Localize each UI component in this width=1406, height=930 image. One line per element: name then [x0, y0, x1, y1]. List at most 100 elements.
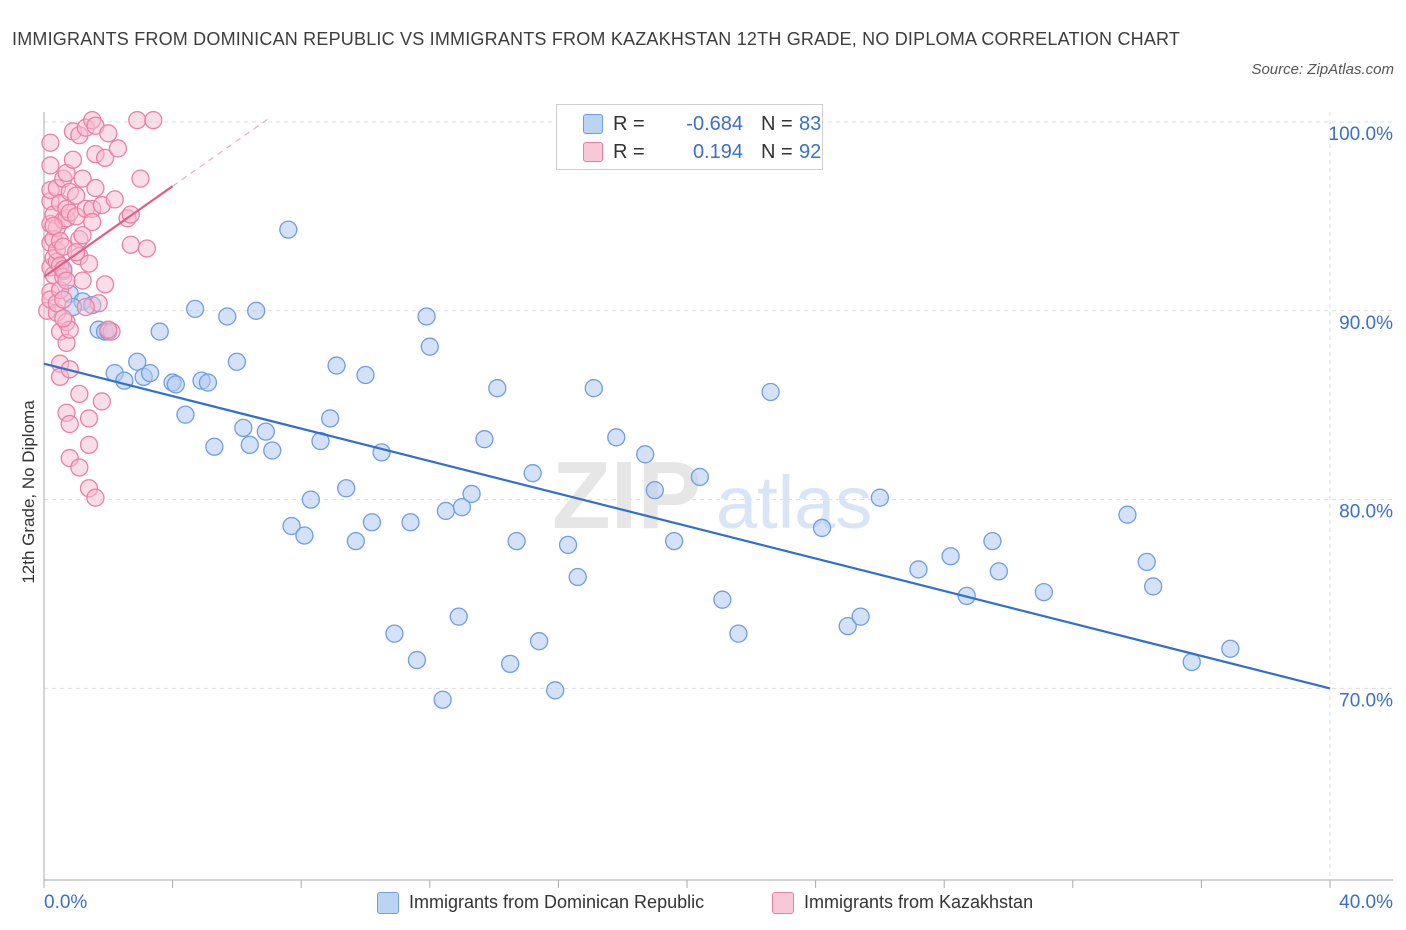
watermark-atlas: atlas	[716, 461, 872, 544]
data-point-dominican-republic	[320, 409, 340, 428]
data-point-dominican-republic	[247, 301, 266, 320]
data-point-dominican-republic	[401, 513, 420, 532]
data-point-kazakhstan	[131, 169, 150, 188]
data-point-kazakhstan	[108, 139, 128, 158]
data-point-kazakhstan	[63, 150, 83, 169]
trend-line-dominican-republic	[43, 362, 1331, 690]
bottom-legend-label: Immigrants from Dominican Republic	[409, 892, 705, 912]
data-point-dominican-republic	[546, 681, 565, 700]
data-point-kazakhstan	[79, 435, 99, 454]
data-point-kazakhstan	[121, 235, 140, 254]
data-point-dominican-republic	[729, 624, 748, 643]
data-point-dominican-republic	[140, 363, 160, 383]
data-point-dominican-republic	[1221, 639, 1240, 658]
legend-swatch-blue	[583, 114, 603, 134]
bottom-legend-swatch-blue	[377, 892, 399, 914]
data-point-kazakhstan	[57, 271, 76, 290]
source-label: Source: ZipAtlas.com	[1251, 61, 1394, 78]
data-point-dominican-republic	[346, 531, 366, 551]
data-point-dominican-republic	[851, 607, 870, 626]
data-point-dominican-republic	[234, 418, 253, 438]
data-point-dominican-republic	[176, 405, 195, 424]
data-point-dominican-republic	[870, 488, 890, 507]
data-point-kazakhstan	[95, 148, 115, 168]
data-point-dominican-republic	[433, 690, 452, 709]
data-point-dominican-republic	[523, 464, 542, 483]
data-point-dominican-republic	[452, 498, 472, 517]
data-point-dominican-republic	[989, 562, 1009, 581]
data-point-kazakhstan	[73, 226, 92, 245]
trend-lines	[43, 117, 1331, 690]
data-point-dominican-republic	[1137, 552, 1156, 572]
bottom-legend-swatch-pink	[772, 892, 794, 914]
data-point-dominican-republic	[507, 531, 526, 551]
data-point-dominican-republic	[279, 220, 298, 239]
data-point-dominican-republic	[501, 654, 520, 674]
legend-n-value: 83	[799, 113, 822, 135]
data-point-dominican-republic	[1034, 582, 1054, 602]
data-point-kazakhstan	[44, 216, 63, 235]
data-point-dominican-republic	[337, 479, 356, 498]
data-point-dominican-republic	[1118, 505, 1137, 524]
legend-r-value: -0.684	[686, 113, 743, 135]
data-point-kazakhstan	[99, 320, 118, 339]
data-point-dominican-republic	[256, 422, 275, 441]
data-point-dominican-republic	[607, 428, 626, 447]
data-point-dominican-republic	[301, 490, 320, 509]
data-point-kazakhstan	[99, 124, 118, 143]
data-point-kazakhstan	[86, 178, 105, 198]
data-point-dominican-republic	[664, 531, 684, 551]
data-point-kazakhstan	[54, 290, 73, 309]
data-point-kazakhstan	[83, 212, 102, 232]
data-point-dominican-republic	[690, 467, 710, 487]
watermark: ZIP atlas	[552, 442, 872, 549]
data-point-dominican-republic	[713, 590, 732, 609]
legend-n-value: 92	[799, 141, 822, 163]
data-point-dominican-republic	[385, 624, 404, 643]
y-tick-label: 70.0%	[1339, 690, 1393, 711]
data-point-dominican-republic	[812, 518, 832, 538]
data-point-dominican-republic	[983, 531, 1002, 551]
legend-n-label: N =	[761, 141, 793, 163]
data-point-dominican-republic	[282, 516, 301, 536]
data-point-dominican-republic	[362, 513, 382, 532]
data-point-kazakhstan	[54, 309, 73, 328]
data-point-dominican-republic	[636, 445, 655, 464]
data-point-kazakhstan	[73, 169, 92, 188]
data-point-dominican-republic	[150, 322, 169, 341]
watermark-zip: ZIP	[552, 442, 701, 549]
data-point-dominican-republic	[115, 371, 134, 390]
data-point-dominican-republic	[568, 567, 587, 587]
data-point-dominican-republic	[558, 535, 578, 555]
data-point-kazakhstan	[79, 254, 99, 273]
trend-line-kazakhstan	[43, 185, 174, 278]
data-point-dominican-republic	[941, 547, 960, 566]
data-point-dominican-republic	[761, 382, 780, 402]
data-point-dominican-republic	[420, 337, 439, 356]
data-point-kazakhstan	[76, 297, 95, 317]
y-tick-label: 90.0%	[1339, 313, 1393, 334]
data-point-kazakhstan	[41, 133, 60, 152]
data-point-kazakhstan	[92, 392, 112, 411]
stats-legend: R = -0.684 N = 83 R = 0.194 N = 92	[556, 104, 823, 170]
y-tick-label: 80.0%	[1339, 502, 1393, 523]
data-point-kazakhstan	[95, 275, 115, 294]
data-point-dominican-republic	[356, 365, 375, 385]
data-point-dominican-republic	[227, 352, 247, 371]
data-point-kazakhstan	[137, 239, 157, 258]
data-point-dominican-republic	[327, 356, 346, 375]
data-point-kazakhstan	[70, 384, 89, 404]
x-tick-label: 40.0%	[1339, 892, 1393, 913]
data-point-dominican-republic	[462, 484, 481, 504]
data-point-dominican-republic	[205, 437, 224, 456]
data-point-kazakhstan	[67, 186, 86, 205]
legend-swatch-pink	[583, 142, 603, 162]
data-point-kazakhstan	[128, 110, 147, 130]
data-point-dominican-republic	[449, 607, 468, 626]
data-point-kazakhstan	[60, 414, 79, 434]
data-point-dominican-republic	[185, 299, 205, 319]
chart-title: IMMIGRANTS FROM DOMINICAN REPUBLIC VS IM…	[12, 29, 1181, 49]
legend-r-label: R =	[613, 141, 645, 163]
data-point-dominican-republic	[198, 373, 218, 392]
data-point-kazakhstan	[41, 156, 60, 175]
